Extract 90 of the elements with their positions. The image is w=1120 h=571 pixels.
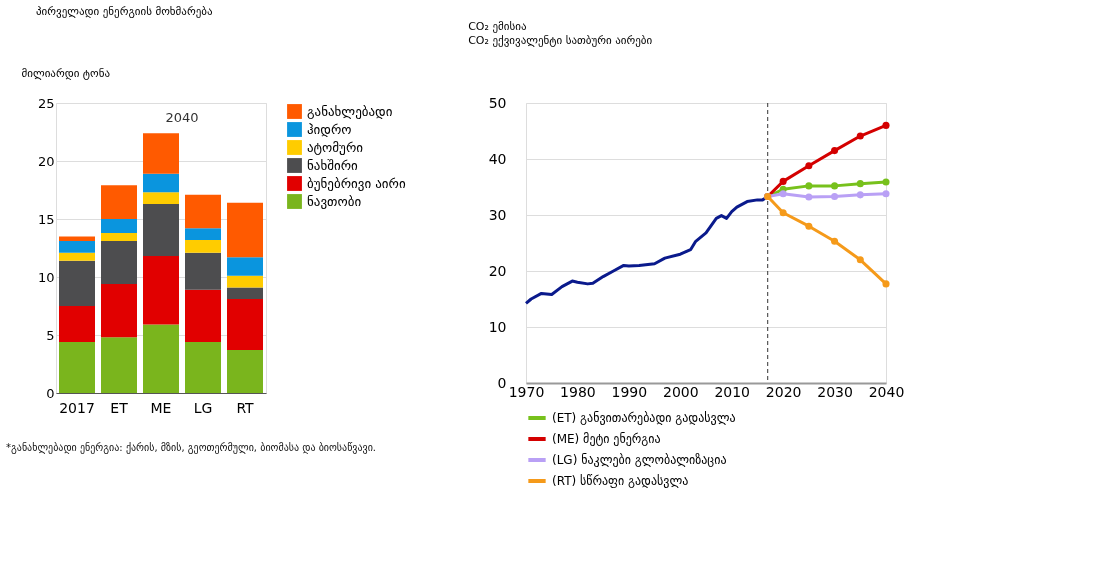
point	[779, 209, 787, 217]
chart-subtitle: CO₂ ექვივალენტი სათბური აირები	[468, 34, 653, 47]
bar	[59, 241, 95, 253]
bar	[185, 289, 221, 342]
annotation: 2040	[165, 110, 199, 125]
x-tick-label: 2000	[662, 383, 699, 400]
bar	[185, 239, 221, 253]
chart-title: CO₂ ემისია	[468, 20, 527, 33]
bar	[185, 228, 221, 240]
x-tick-label: ET	[110, 399, 129, 416]
y-tick-label: 0	[46, 385, 55, 401]
x-tick-label: 2020	[765, 383, 802, 400]
point	[805, 193, 813, 201]
y-tick-label: 40	[488, 150, 507, 167]
x-tick-label: 2010	[714, 383, 751, 400]
bar	[227, 257, 263, 276]
x-tick-label: LG	[193, 399, 213, 416]
point	[856, 132, 864, 140]
bar	[185, 194, 221, 229]
bar	[143, 203, 179, 257]
point	[831, 192, 839, 201]
legend-label: ნავთობი	[307, 193, 362, 209]
bar	[143, 173, 179, 193]
y-tick-label: 0	[497, 374, 507, 391]
bar	[59, 236, 95, 242]
bar	[185, 252, 221, 290]
bar	[227, 275, 263, 288]
point	[805, 222, 813, 230]
bar	[59, 252, 95, 261]
bar	[59, 260, 95, 306]
bar	[227, 350, 263, 393]
x-tick-label: 1970	[508, 383, 545, 400]
bar	[227, 299, 263, 351]
legend-label: ბუნებრივი აირი	[307, 175, 406, 191]
x-tick-label: ME	[150, 399, 172, 416]
y-tick-label: 20	[488, 262, 507, 279]
bar	[101, 337, 137, 393]
text: *განახლებადი ენერგია: ქარის, მზის, გეოთერმული, ბიომასა და ბიოსაწვავი.	[6, 442, 377, 454]
point	[856, 191, 864, 199]
chart-title: პირველადი ენერგიის მოხმარება	[36, 5, 213, 18]
y-tick-label: 50	[488, 94, 507, 111]
legend-label: (RT) სწრაფი გადასვლა	[552, 474, 689, 488]
bar	[143, 192, 179, 204]
point	[805, 182, 813, 190]
bar	[227, 202, 263, 258]
x-tick-label: RT	[236, 399, 255, 416]
bar	[101, 283, 137, 338]
point	[856, 256, 864, 264]
point	[882, 121, 890, 129]
x-tick-label: 1990	[611, 383, 648, 400]
bar	[101, 241, 137, 284]
point	[882, 178, 890, 186]
bar	[143, 133, 179, 174]
y-tick-label: 25	[37, 95, 55, 111]
point	[856, 180, 864, 188]
y-tick-label: 15	[37, 211, 55, 227]
bar	[101, 185, 137, 219]
bar	[143, 256, 179, 325]
bar	[185, 341, 221, 393]
y-tick-label: 20	[37, 153, 55, 169]
legend-label: ჰიდრო	[307, 121, 352, 137]
x-tick-label: 2017	[59, 399, 95, 416]
point	[882, 190, 890, 198]
y-tick-label: 10	[488, 318, 507, 335]
point	[831, 147, 839, 155]
bar	[59, 306, 95, 342]
point	[805, 162, 813, 170]
x-tick-label: 2030	[817, 383, 853, 400]
legend-label: (ET) განვითარებადი გადასვლა	[552, 411, 736, 425]
y-tick-label: 10	[37, 269, 55, 285]
bar	[101, 232, 137, 242]
bar	[59, 341, 95, 393]
y-tick-label: 5	[46, 327, 55, 343]
bar	[143, 324, 179, 393]
legend-label: ატომური	[307, 139, 364, 155]
x-tick-label: 2040	[868, 383, 905, 400]
point	[779, 190, 787, 198]
bar	[101, 219, 137, 233]
y-axis-title: მილიარდი ტონა	[21, 66, 111, 80]
point	[779, 177, 787, 185]
bar	[227, 287, 263, 300]
y-tick-label: 30	[488, 206, 507, 223]
point	[831, 182, 839, 190]
legend-label: (ME) მეტი ენერგია	[552, 432, 661, 446]
legend-label: განახლებადი	[307, 103, 393, 119]
point	[882, 280, 890, 288]
point	[831, 237, 839, 245]
legend-label: (LG) ნაკლები გლობალიზაცია	[552, 453, 727, 467]
legend-label: ნახშირი	[307, 157, 358, 173]
x-tick-label: 1980	[560, 383, 596, 400]
